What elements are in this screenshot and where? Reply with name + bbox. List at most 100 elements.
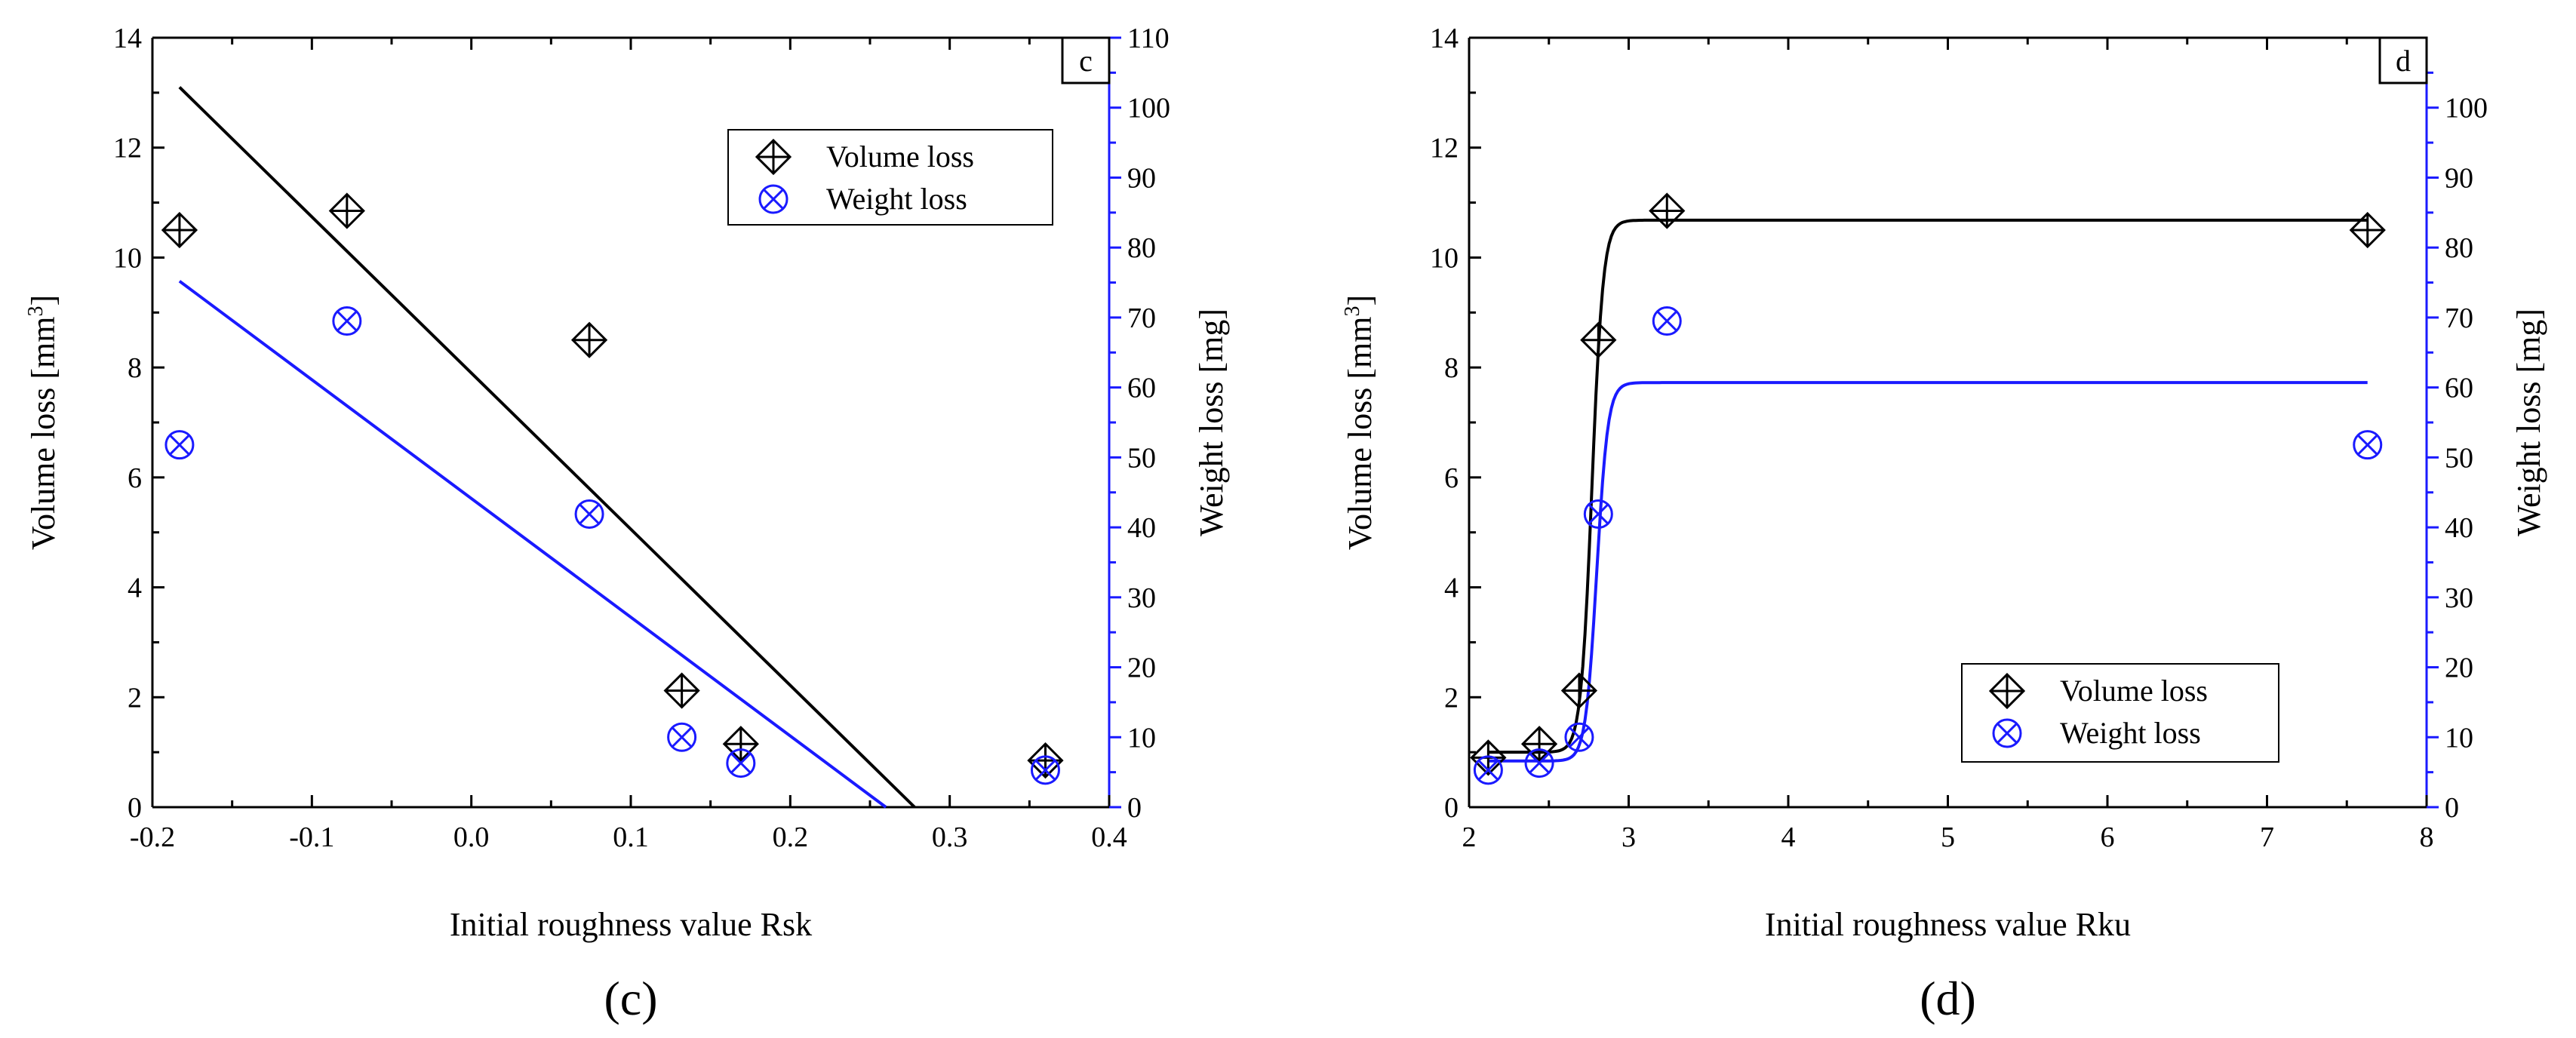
fit-line-volume <box>1488 218 2368 754</box>
legend: Volume loss Weight loss <box>727 129 1053 226</box>
y-tick-label: 0 <box>1444 792 1459 824</box>
panel-caption: (d) <box>1920 972 1976 1025</box>
y-axis-label-sup: 3 <box>24 306 48 317</box>
y2-tick-label: 70 <box>1127 302 1156 334</box>
panel-letter-box <box>2378 36 2428 84</box>
x-tick-label: 0.0 <box>453 821 490 853</box>
panel-letter-box <box>1061 36 1111 84</box>
y2-tick-label: 40 <box>1127 512 1156 544</box>
weight-loss-point <box>1473 755 1503 785</box>
y2-tick-label: 20 <box>2445 653 2473 684</box>
y-tick-label: 4 <box>128 573 142 604</box>
weight-loss-point <box>1524 748 1554 778</box>
x-axis-label: Initial roughness value Rku <box>1765 906 2131 943</box>
weight-loss-point <box>574 499 604 529</box>
x-tick-label: -0.1 <box>289 821 334 853</box>
y-axis-label-close: ] <box>1342 295 1379 306</box>
panel-caption: (c) <box>604 972 657 1025</box>
x-tick-label: 8 <box>2420 821 2434 853</box>
y2-tick-label: 90 <box>1127 162 1156 194</box>
legend-weight-marker <box>758 184 788 214</box>
panel-letter: c <box>1079 44 1093 78</box>
fit-line-volume <box>178 86 916 809</box>
y-tick-label: 14 <box>113 23 142 54</box>
y-axis-label-sup: 3 <box>1341 306 1364 317</box>
y-tick-label: 4 <box>1444 573 1459 604</box>
y2-tick-label: 60 <box>1127 373 1156 404</box>
legend-label: Volume loss <box>2060 674 2208 708</box>
x-tick-label: 0.3 <box>932 821 968 853</box>
weight-loss-point <box>667 722 697 752</box>
fit-line-weight <box>178 280 887 809</box>
y-axis-label: Volume loss [mm3] <box>1341 295 1379 550</box>
y2-tick-label: 100 <box>1127 93 1170 124</box>
y-tick-label: 12 <box>113 133 142 164</box>
y2-tick-label: 60 <box>2445 373 2473 404</box>
weight-loss-point <box>332 306 362 336</box>
weight-loss-point-b <box>671 726 693 748</box>
y2-tick-label: 50 <box>2445 442 2473 474</box>
y-tick-label: 14 <box>1430 23 1459 54</box>
x-tick-label: 3 <box>1622 821 1636 853</box>
x-tick-label: 5 <box>1941 821 1955 853</box>
weight-loss-point <box>2353 430 2383 460</box>
y2-tick-label: 0 <box>2445 792 2459 824</box>
x-tick-label: 0.4 <box>1091 821 1127 853</box>
x-tick-label: 0.2 <box>773 821 809 853</box>
y-tick-label: 8 <box>128 352 142 384</box>
y-axis-label-main: Volume loss [mm <box>25 317 62 551</box>
weight-loss-point-b <box>337 310 358 332</box>
y2-tick-label: 70 <box>2445 302 2473 334</box>
y-tick-label: 2 <box>1444 682 1459 714</box>
y-tick-label: 10 <box>1430 242 1459 274</box>
y2-tick-label: 100 <box>2445 93 2488 124</box>
y2-tick-label: 10 <box>2445 722 2473 754</box>
weight-loss-point <box>1583 499 1613 529</box>
legend: Volume loss Weight loss <box>1961 663 2279 763</box>
y2-tick-label: 90 <box>2445 162 2473 194</box>
y2-tick-label: 80 <box>2445 232 2473 264</box>
weight-loss-point <box>726 748 756 778</box>
x-tick-label: 7 <box>2260 821 2274 853</box>
weight-loss-point-b <box>730 752 752 774</box>
y-axis-label-close: ] <box>25 295 62 306</box>
y2-tick-label: 110 <box>1127 23 1170 54</box>
legend-label: Weight loss <box>2060 716 2201 750</box>
y2-tick-label: 30 <box>2445 582 2473 614</box>
weight-loss-point-b <box>1477 760 1499 781</box>
y2-tick-label: 20 <box>1127 653 1156 684</box>
weight-loss-point <box>164 430 195 460</box>
y-tick-label: 10 <box>113 242 142 274</box>
x-axis-label: Initial roughness value Rsk <box>450 906 812 943</box>
weight-loss-point-b <box>579 503 600 525</box>
legend-weight-marker <box>1992 718 2022 748</box>
chart-panel-d: 2 3 4 5 6 7 8024681012140102030405060708090100… <box>1341 23 2547 1025</box>
y2-tick-label: 30 <box>1127 582 1156 614</box>
x-tick-label: 2 <box>1462 821 1477 853</box>
y-tick-label: 8 <box>1444 352 1459 384</box>
legend-weight-marker-b <box>1997 723 2018 744</box>
fit-line-weight <box>1488 381 2368 763</box>
legend-label: Volume loss <box>826 140 974 174</box>
y2-tick-label: 0 <box>1127 792 1142 824</box>
weight-loss-point-b <box>1034 760 1056 781</box>
y2-tick-label: 50 <box>1127 442 1156 474</box>
weight-loss-point-b <box>2356 434 2378 456</box>
y2-tick-label: 80 <box>1127 232 1156 264</box>
y-axis-label-main: Volume loss [mm <box>1342 317 1379 551</box>
legend-label: Weight loss <box>826 182 967 216</box>
y-tick-label: 2 <box>128 682 142 714</box>
y-tick-label: 6 <box>1444 462 1459 494</box>
legend-weight-marker-b <box>763 189 784 210</box>
x-tick-label: -0.2 <box>130 821 175 853</box>
weight-loss-point-b <box>169 434 190 456</box>
y2-axis-label: Weight loss [mg] <box>1193 309 1230 536</box>
y-axis-label: Volume loss [mm3] <box>24 295 62 550</box>
x-tick-label: 0.1 <box>613 821 649 853</box>
chart-panel-c: -0.2 -0.1 0.0 0.1 0.2 0.3 0.402468101214010203… <box>24 23 1230 1025</box>
weight-loss-point <box>1030 755 1060 785</box>
weight-loss-point <box>1652 306 1682 336</box>
x-tick-label: 4 <box>1781 821 1796 853</box>
y-tick-label: 12 <box>1430 133 1459 164</box>
